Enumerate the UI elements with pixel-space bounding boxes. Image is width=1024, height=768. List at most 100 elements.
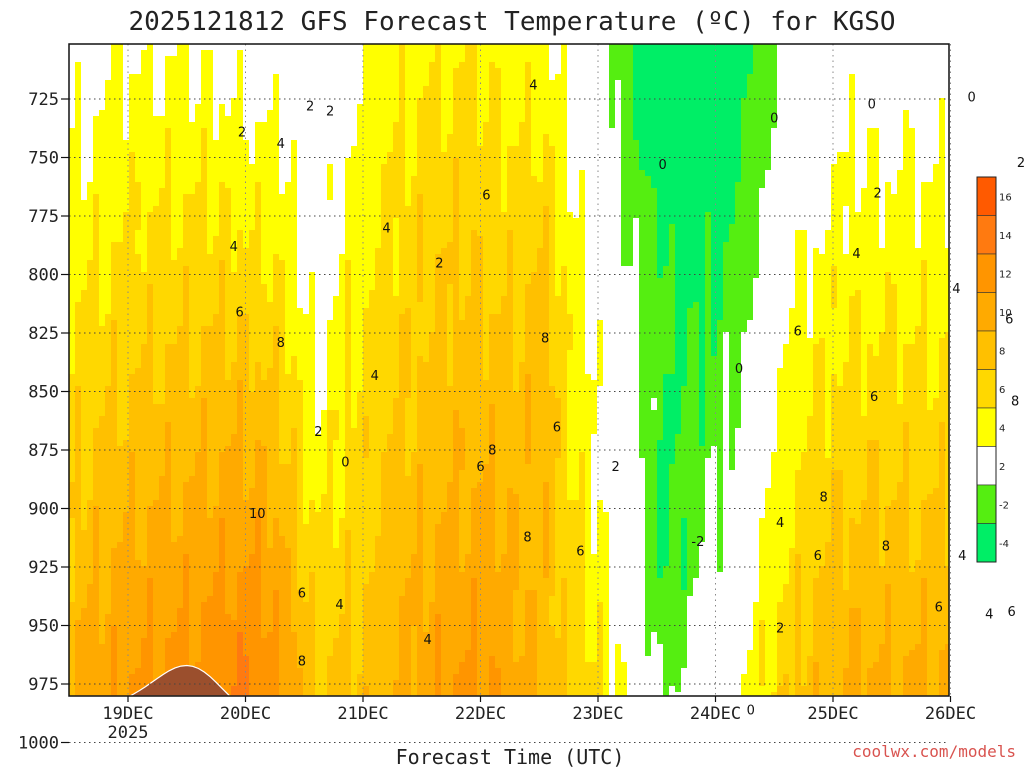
contour-label: 6 xyxy=(1005,313,1013,328)
colorbar-swatch xyxy=(976,484,997,524)
contour-label: -2 xyxy=(691,535,704,550)
colorbar-swatch xyxy=(976,292,997,332)
x-tick-label: 19DEC xyxy=(102,704,153,724)
contour-label: 4 xyxy=(423,633,431,648)
contour-label: 6 xyxy=(576,544,584,559)
contour-label: 4 xyxy=(852,247,860,262)
y-tick-label: 900 xyxy=(28,500,59,520)
contour-label: 0 xyxy=(658,158,666,173)
credit-link[interactable]: coolwx.com/models xyxy=(852,742,1016,761)
contour-label: 8 xyxy=(882,540,890,555)
colorbar-label: -4 xyxy=(999,539,1009,550)
colorbar-swatch xyxy=(976,407,997,447)
contour-label: 8 xyxy=(298,654,306,669)
colorbar-label: 10 xyxy=(999,308,1012,319)
contour-label: 0 xyxy=(868,97,876,112)
x-tick-label: 23DEC xyxy=(572,704,623,724)
colorbar-label: 16 xyxy=(999,193,1012,204)
x-axis-label: Forecast Time (UTC) xyxy=(396,745,625,768)
contour-label: 6 xyxy=(794,324,802,339)
contour-label: 2 xyxy=(611,460,619,475)
contour-label: 8 xyxy=(523,530,531,545)
contour-label: 4 xyxy=(952,282,960,297)
contour-label: 4 xyxy=(985,607,993,622)
contour-label: 6 xyxy=(935,600,943,615)
contour-label: 4 xyxy=(230,240,238,255)
x-tick-label: 25DEC xyxy=(807,704,858,724)
contour-label: 0 xyxy=(968,90,976,105)
contour-label: 0 xyxy=(770,111,778,126)
x-year-label: 2025 xyxy=(108,723,149,743)
contour-label: 2 xyxy=(1017,156,1024,171)
y-axis: 725 750 775 800 825 850 875 900 925 950 975 1000 xyxy=(18,90,69,754)
y-tick-label: 975 xyxy=(28,675,59,695)
chart-title: 2025121812 GFS Forecast Temperature (ºC)… xyxy=(128,7,895,37)
contour-label: 2 xyxy=(776,622,784,637)
contour-label: 6 xyxy=(298,586,306,601)
x-tick-label: 24DEC xyxy=(690,704,741,724)
contour-label: 8 xyxy=(488,444,496,459)
contour-label: 2 xyxy=(435,256,443,271)
contour-label: 2 xyxy=(874,186,882,201)
x-tick-label: 22DEC xyxy=(455,704,506,724)
contour-label: 4 xyxy=(776,516,784,531)
y-tick-label: 775 xyxy=(28,207,59,227)
contour-label: 0 xyxy=(747,703,755,718)
y-tick-label: 925 xyxy=(28,558,59,578)
colorbar-label: 2 xyxy=(999,462,1005,473)
contour-label: 0 xyxy=(341,455,349,470)
contour-label: 6 xyxy=(1007,605,1015,620)
colorbar-label: 12 xyxy=(999,270,1012,281)
contour-label: 2 xyxy=(238,125,246,140)
y-tick-label: 875 xyxy=(28,441,59,461)
y-tick-label: 950 xyxy=(28,617,59,637)
contour-label: 6 xyxy=(235,306,243,321)
x-tick-label: 26DEC xyxy=(925,704,976,724)
colorbar-swatch xyxy=(976,176,997,216)
contour-label: 4 xyxy=(277,137,285,152)
contour-label: 4 xyxy=(529,79,537,94)
x-tick-label: 20DEC xyxy=(220,704,271,724)
contour-label: 4 xyxy=(958,549,966,564)
x-axis: 19DEC 20DEC 21DEC 22DEC 23DEC 24DEC 25DEC 26DEC… xyxy=(102,696,976,743)
x-tick-label: 21DEC xyxy=(337,704,388,724)
colorbar-swatch xyxy=(976,523,997,563)
y-tick-label: 725 xyxy=(28,90,59,110)
contour-label: 8 xyxy=(541,331,549,346)
contour-label: 2 xyxy=(306,100,314,115)
contour-label: 4 xyxy=(382,221,390,236)
colorbar-swatch xyxy=(976,446,997,486)
colorbar-label: -2 xyxy=(999,501,1009,512)
contour-label: 8 xyxy=(277,336,285,351)
y-tick-label: 825 xyxy=(28,324,59,344)
contour-label: 4 xyxy=(371,369,379,384)
y-tick-label: 750 xyxy=(28,149,59,169)
contour-label: 6 xyxy=(476,460,484,475)
colorbar-swatch xyxy=(976,215,997,255)
y-tick-label: 800 xyxy=(28,266,59,286)
colorbar-swatch xyxy=(976,253,997,293)
contour-label: 2 xyxy=(314,425,322,440)
contour-label: 4 xyxy=(335,598,343,613)
contour-label: 6 xyxy=(814,549,822,564)
contour-label: 0 xyxy=(735,362,743,377)
contour-label: 6 xyxy=(482,189,490,204)
colorbar-label: 8 xyxy=(999,347,1005,358)
colorbar-label: 6 xyxy=(999,385,1005,396)
contour-label: 6 xyxy=(870,390,878,405)
contour-label: 2 xyxy=(326,104,334,119)
y-tick-label: 1000 xyxy=(18,734,59,754)
plot-frame xyxy=(68,43,950,697)
colorbar-swatch xyxy=(976,369,997,409)
contour-label: 8 xyxy=(819,490,827,505)
colorbar-label: 14 xyxy=(999,231,1012,242)
contour-label: 6 xyxy=(553,420,561,435)
colorbar-label: 4 xyxy=(999,424,1005,435)
colorbar: 16 14 12 10 8 6 4 2 -2 -4 xyxy=(976,176,1012,563)
colorbar-swatch xyxy=(976,330,997,370)
contour-label: 8 xyxy=(1011,395,1019,410)
contour-label: 10 xyxy=(249,507,266,522)
y-tick-label: 850 xyxy=(28,383,59,403)
